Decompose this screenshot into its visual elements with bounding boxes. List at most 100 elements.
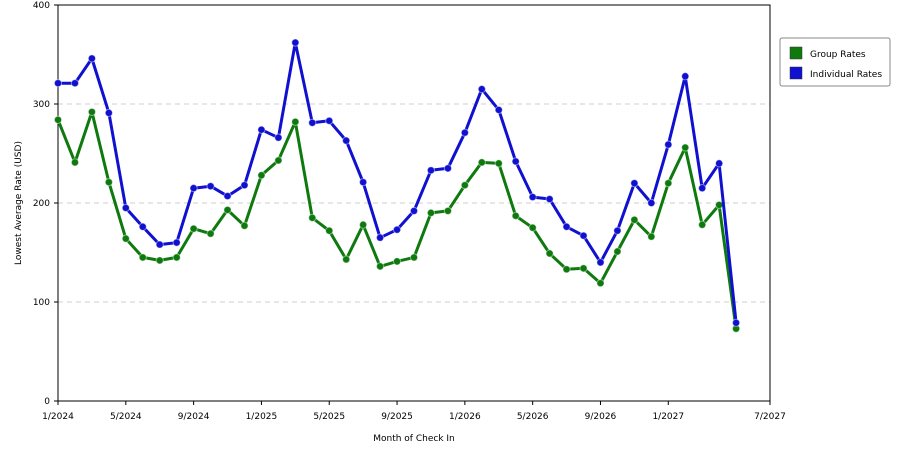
data-point	[308, 118, 317, 127]
data-point	[528, 223, 537, 232]
data-point	[630, 179, 639, 188]
data-point	[189, 224, 198, 233]
data-point	[715, 200, 724, 210]
y-tick-label: 200	[33, 199, 50, 209]
data-point	[206, 229, 215, 238]
legend-box	[779, 37, 891, 87]
data-point	[681, 72, 690, 81]
data-point	[359, 220, 368, 229]
grid-lines	[58, 103, 770, 303]
x-tick-label: 1/2026	[449, 412, 481, 422]
data-point	[70, 158, 80, 167]
legend-label-individual-rates: Individual Rates	[810, 70, 882, 80]
data-point	[511, 211, 520, 220]
x-tick-label: 5/2024	[110, 412, 142, 422]
data-point	[426, 166, 436, 175]
data-point	[731, 318, 741, 327]
x-tick-label: 1/2025	[246, 412, 278, 422]
y-axis: 0 100 200 300 400	[33, 1, 58, 407]
x-tick-label: 7/2027	[754, 412, 786, 422]
data-point	[325, 116, 334, 125]
data-point	[545, 194, 554, 204]
data-point	[172, 253, 181, 262]
data-point	[460, 181, 469, 190]
x-axis-title: Month of Check In	[373, 434, 455, 444]
series-group	[53, 38, 741, 333]
data-point	[630, 215, 639, 224]
data-point	[562, 265, 571, 274]
data-point	[647, 232, 656, 241]
data-point	[274, 156, 283, 165]
data-point	[257, 125, 266, 134]
data-point	[359, 178, 368, 187]
data-point	[70, 79, 80, 88]
data-point	[477, 158, 486, 167]
data-point	[681, 143, 690, 152]
data-point	[342, 255, 351, 264]
data-point	[223, 205, 232, 215]
data-point	[443, 164, 453, 173]
series-individual-rates	[53, 38, 741, 327]
y-tick-label: 100	[33, 298, 50, 308]
x-tick-label: 9/2025	[381, 412, 413, 422]
y-axis-title: Lowest Average Rate (USD)	[14, 141, 24, 265]
data-point	[104, 178, 113, 187]
y-tick-label: 0	[44, 397, 50, 407]
data-point	[240, 181, 249, 190]
x-tick-label: 5/2026	[517, 412, 549, 422]
data-point	[53, 79, 63, 88]
data-point	[511, 157, 520, 166]
data-point	[87, 107, 97, 117]
data-point	[206, 182, 215, 191]
data-point	[494, 159, 503, 168]
data-point	[647, 198, 656, 208]
data-point	[257, 171, 266, 180]
y-tick-label: 300	[33, 100, 50, 110]
data-point	[342, 136, 351, 145]
data-point	[308, 213, 317, 222]
data-point	[155, 256, 164, 265]
x-axis: 1/2024 5/2024 9/2024 1/2025 5/2025 9/2025 1/20…	[42, 401, 786, 422]
legend: Group Rates Individual Rates	[779, 37, 891, 87]
data-point	[613, 247, 622, 256]
data-point	[494, 105, 503, 115]
data-point	[545, 249, 554, 258]
data-point	[138, 253, 147, 262]
legend-swatch-group-rates	[789, 46, 803, 60]
y-tick-label: 400	[33, 1, 50, 11]
x-tick-label: 1/2024	[42, 412, 74, 422]
data-point	[274, 133, 283, 142]
data-point	[562, 222, 571, 231]
data-point	[121, 234, 130, 243]
legend-label-group-rates: Group Rates	[810, 50, 866, 60]
data-point	[698, 220, 707, 229]
x-tick-label: 1/2027	[652, 412, 684, 422]
x-tick-label: 9/2026	[585, 412, 617, 422]
data-point	[138, 222, 147, 231]
data-point	[579, 231, 588, 240]
data-point	[53, 115, 63, 124]
data-point	[291, 38, 300, 47]
data-point	[375, 233, 385, 242]
data-point	[172, 238, 181, 247]
data-point	[579, 264, 588, 273]
data-point	[443, 206, 453, 216]
data-point	[596, 258, 605, 267]
data-point	[87, 54, 97, 63]
data-point	[409, 206, 419, 216]
data-point	[392, 225, 402, 234]
series-group-rates	[53, 107, 741, 333]
data-point	[325, 226, 334, 235]
data-point	[477, 85, 486, 94]
data-point	[613, 226, 622, 235]
data-point	[291, 117, 300, 126]
data-point	[189, 184, 198, 193]
data-point	[375, 262, 385, 271]
data-point	[392, 257, 402, 266]
data-point	[155, 240, 164, 249]
data-point	[104, 108, 113, 118]
data-point	[409, 253, 419, 262]
data-point	[121, 203, 130, 213]
data-point	[596, 279, 605, 288]
